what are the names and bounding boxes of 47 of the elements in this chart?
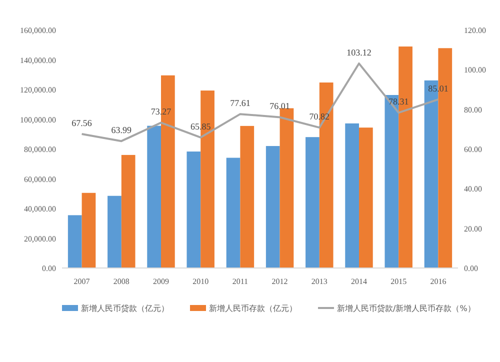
bar: [306, 137, 320, 268]
y2-tick-label: 0.00: [464, 264, 478, 273]
y-tick-label: 40,000.00: [24, 204, 56, 214]
x-tick-label: 2010: [192, 277, 209, 286]
data-label: 67.56: [72, 118, 92, 128]
data-label: 76.01: [270, 101, 290, 112]
bar: [226, 158, 240, 268]
x-tick-label: 2011: [232, 277, 248, 286]
data-label: 77.61: [230, 98, 250, 108]
y2-tick-label: 100.00: [464, 66, 486, 75]
y-tick-label: 60,000.00: [24, 174, 56, 184]
y-tick-label: 100,000.00: [20, 115, 56, 124]
bar: [345, 123, 359, 268]
y-tick-label: 120,000.00: [20, 86, 56, 94]
bar: [266, 146, 280, 268]
bar: [280, 108, 294, 268]
bar: [82, 192, 96, 268]
x-tick-label: 2014: [351, 277, 367, 286]
y-tick-label: 0.00: [42, 264, 56, 273]
y-tick-label: 80,000.00: [24, 145, 56, 154]
y2-tick-label: 20.00: [464, 224, 482, 234]
x-tick-label: 2015: [390, 277, 407, 286]
x-tick-label: 2013: [311, 277, 328, 286]
y2-tick-label: 60.00: [464, 145, 482, 154]
y2-tick-label: 80.00: [464, 105, 482, 114]
bar: [121, 154, 136, 268]
y-tick-label: 160,000.00: [20, 26, 56, 35]
y-tick-label: 20,000.00: [24, 234, 56, 244]
bar: [359, 128, 373, 268]
bar: [108, 196, 122, 268]
x-tick-label: 2016: [430, 277, 446, 286]
x-tick-label: 2008: [113, 277, 130, 286]
bar: [68, 215, 82, 268]
x-tick-label: 2012: [272, 277, 288, 286]
bar: [240, 126, 254, 268]
legend-label: 新增人民币贷款（亿元）: [81, 304, 169, 313]
data-label: 103.12: [346, 47, 372, 58]
legend-label: 新增人民币贷款/新增人民币存款（%）: [337, 304, 476, 313]
x-tick-label: 2007: [74, 277, 90, 286]
x-tick-label: 2009: [153, 277, 169, 286]
data-label: 63.99: [111, 125, 132, 136]
y-tick-label: 140,000.00: [20, 56, 56, 65]
bar: [186, 152, 201, 268]
bar: [147, 126, 161, 268]
y2-tick-label: 40.00: [464, 184, 482, 194]
legend-label: 新增人民币存款（亿元）: [209, 304, 297, 313]
y2-tick-label: 120.00: [464, 26, 486, 35]
